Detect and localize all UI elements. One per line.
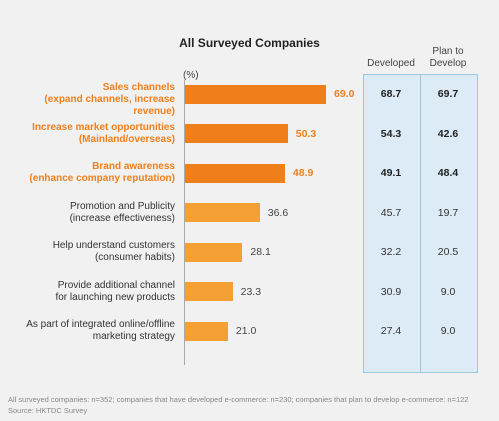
bar [185, 282, 233, 301]
bar [185, 242, 243, 262]
category-label-line: (consumer habits) [94, 252, 175, 263]
category-label: Promotion and Publicity (increase effecti… [5, 201, 175, 225]
category-label-line: Sales channels [102, 82, 175, 93]
developed-value: 27.4 [380, 325, 402, 337]
developed-value: 49.1 [380, 167, 402, 179]
category-label-line: (enhance company reputation) [29, 173, 175, 184]
developed-value: 30.9 [380, 285, 402, 298]
bar [185, 163, 285, 183]
category-label-line: Brand awareness [92, 161, 175, 172]
plan-to-develop-value: 9.0 [440, 285, 456, 298]
category-label: Provide additional channel for launching … [5, 280, 175, 304]
plan-to-develop-value: 20.5 [437, 246, 459, 258]
bar [185, 321, 228, 341]
category-label-line: marketing strategy [92, 331, 175, 342]
category-label-line: for launching new products [55, 291, 175, 303]
plan-column-panel [420, 74, 478, 373]
bar [185, 124, 288, 143]
category-label-line: Provide additional channel [57, 279, 175, 291]
unit-label: (%) [183, 70, 199, 81]
category-axis [184, 80, 185, 365]
developed-value: 32.2 [380, 246, 402, 258]
developed-value: 45.7 [380, 206, 402, 219]
plan-header-line2: Develop [429, 58, 467, 69]
category-label-line: Help understand customers [52, 240, 175, 251]
developed-value: 68.7 [380, 88, 402, 100]
developed-column-header: Developed [367, 58, 415, 69]
plan-header-line1: Plan to [432, 46, 464, 57]
category-label: Help understand customers (consumer habit… [5, 240, 175, 264]
footnote-source: Source: HKTDC Survey [8, 406, 88, 415]
footnote-sample: All surveyed companies: n=352; companies… [8, 395, 469, 404]
category-label-line: (expand channels, increase revenue) [44, 94, 175, 117]
bar [185, 84, 326, 104]
bar [185, 203, 260, 222]
bar-value-label: 50.3 [295, 127, 317, 140]
category-label-line: (increase effectiveness) [69, 212, 175, 224]
bar-value-label: 69.0 [334, 88, 355, 100]
category-label-line: Increase market opportunities [32, 121, 175, 133]
category-label-line: As part of integrated online/offline [26, 319, 175, 330]
bar-value-label: 23.3 [240, 285, 262, 298]
category-label-line: (Mainland/overseas) [78, 133, 175, 145]
category-label: Brand awareness (enhance company reputati… [5, 161, 175, 185]
bar-value-label: 21.0 [235, 325, 257, 337]
category-label: As part of integrated online/offline mark… [5, 319, 175, 343]
plan-to-develop-value: 42.6 [437, 127, 459, 140]
developed-value: 54.3 [380, 127, 402, 140]
bar-value-label: 36.6 [267, 206, 289, 219]
plan-column-header: Plan to Develop [420, 46, 476, 70]
category-label: Sales channels (expand channels, increase… [5, 82, 175, 118]
plan-to-develop-value: 9.0 [440, 325, 456, 337]
category-label-line: Promotion and Publicity [69, 200, 175, 212]
category-label: Increase market opportunities (Mainland/o… [5, 122, 175, 146]
plan-to-develop-value: 19.7 [437, 206, 459, 219]
plan-to-develop-value: 48.4 [437, 167, 459, 179]
plan-to-develop-value: 69.7 [437, 88, 459, 100]
bar-value-label: 48.9 [292, 167, 314, 179]
bar-value-label: 28.1 [250, 246, 271, 258]
chart-title: All Surveyed Companies [179, 36, 320, 50]
